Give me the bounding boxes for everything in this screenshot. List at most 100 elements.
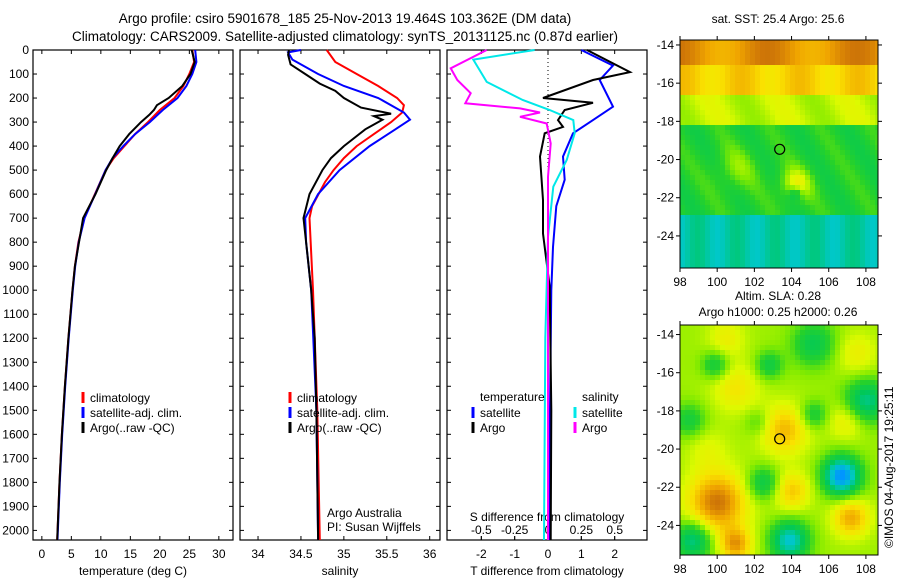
heatmap-cell bbox=[685, 425, 691, 431]
heatmap-cell bbox=[680, 60, 686, 66]
heatmap-cell bbox=[820, 65, 826, 71]
heatmap-cell bbox=[725, 435, 731, 441]
heatmap-cell bbox=[805, 535, 811, 541]
heatmap-cell bbox=[765, 140, 771, 146]
heatmap-cell bbox=[740, 440, 746, 446]
heatmap-cell bbox=[820, 340, 826, 346]
heatmap-cell bbox=[735, 340, 741, 346]
heatmap-cell bbox=[695, 470, 701, 476]
heatmap-cell bbox=[720, 210, 726, 216]
heatmap-cell bbox=[760, 85, 766, 91]
heatmap-cell bbox=[680, 205, 686, 211]
heatmap-cell bbox=[795, 450, 801, 456]
heatmap-cell bbox=[810, 235, 816, 241]
heatmap-cell bbox=[705, 140, 711, 146]
heatmap-cell bbox=[870, 480, 876, 486]
heatmap-cell bbox=[780, 510, 786, 516]
heatmap-cell bbox=[735, 470, 741, 476]
heatmap-cell bbox=[685, 115, 691, 121]
heatmap-cell bbox=[705, 110, 711, 116]
heatmap-cell bbox=[750, 335, 756, 341]
heatmap-cell bbox=[745, 375, 751, 381]
heatmap-cell bbox=[790, 340, 796, 346]
heatmap-cell bbox=[740, 265, 746, 269]
heatmap-cell bbox=[790, 220, 796, 226]
heatmap-cell bbox=[790, 510, 796, 516]
heatmap-cell bbox=[815, 105, 821, 111]
heatmap-cell bbox=[710, 240, 716, 246]
heatmap-cell bbox=[765, 490, 771, 496]
heatmap-cell bbox=[870, 520, 876, 526]
heatmap-cell bbox=[850, 250, 856, 256]
heatmap-cell bbox=[835, 145, 841, 151]
heatmap-cell bbox=[715, 70, 721, 76]
heatmap-cell bbox=[755, 210, 761, 216]
heatmap-cell bbox=[745, 185, 751, 191]
heatmap-cell bbox=[770, 445, 776, 451]
heatmap-cell bbox=[760, 370, 766, 376]
heatmap-cell bbox=[680, 155, 686, 161]
heatmap-cell bbox=[830, 510, 836, 516]
heatmap-cell bbox=[865, 115, 871, 121]
heatmap-cell bbox=[685, 350, 691, 356]
heatmap-cell bbox=[745, 265, 751, 269]
heatmap-cell bbox=[845, 235, 851, 241]
heatmap-cell bbox=[800, 95, 806, 101]
heatmap-cell bbox=[690, 165, 696, 171]
heatmap-cell bbox=[690, 160, 696, 166]
heatmap-cell bbox=[720, 410, 726, 416]
heatmap-cell bbox=[775, 325, 781, 331]
heatmap-cell bbox=[855, 240, 861, 246]
heatmap-cell bbox=[750, 475, 756, 481]
heatmap-cell bbox=[685, 345, 691, 351]
heatmap-cell bbox=[735, 475, 741, 481]
heatmap-cell bbox=[870, 225, 876, 231]
heatmap-cell bbox=[845, 50, 851, 56]
heatmap-cell bbox=[735, 355, 741, 361]
heatmap-cell bbox=[720, 240, 726, 246]
heatmap-cell bbox=[780, 535, 786, 541]
heatmap-cell bbox=[805, 190, 811, 196]
heatmap-cell bbox=[750, 230, 756, 236]
heatmap-cell bbox=[695, 495, 701, 501]
heatmap-cell bbox=[875, 215, 879, 221]
heatmap-cell bbox=[715, 325, 721, 331]
heatmap-cell bbox=[685, 160, 691, 166]
heatmap-cell bbox=[735, 535, 741, 541]
heatmap-cell bbox=[780, 190, 786, 196]
heatmap-cell bbox=[770, 220, 776, 226]
heatmap-cell bbox=[720, 45, 726, 51]
heatmap-cell bbox=[870, 385, 876, 391]
heatmap-cell bbox=[695, 240, 701, 246]
heatmap-cell bbox=[795, 60, 801, 66]
heatmap-cell bbox=[800, 265, 806, 269]
heatmap-cell bbox=[795, 175, 801, 181]
heatmap-cell bbox=[815, 125, 821, 131]
heatmap-cell bbox=[815, 405, 821, 411]
heatmap-cell bbox=[820, 480, 826, 486]
legend-header: salinity bbox=[582, 390, 619, 404]
heatmap-cell bbox=[815, 480, 821, 486]
heatmap-cell bbox=[795, 240, 801, 246]
heatmap-cell bbox=[765, 325, 771, 331]
heatmap-cell bbox=[755, 365, 761, 371]
x-tick-label: 25 bbox=[183, 547, 197, 561]
heatmap-cell bbox=[850, 350, 856, 356]
heatmap-cell bbox=[730, 80, 736, 86]
heatmap-cell bbox=[685, 380, 691, 386]
heatmap-cell bbox=[870, 500, 876, 506]
heatmap-cell bbox=[775, 440, 781, 446]
heatmap-cell bbox=[750, 425, 756, 431]
heatmap-cell bbox=[830, 495, 836, 501]
heatmap-cell bbox=[815, 70, 821, 76]
heatmap-cell bbox=[820, 205, 826, 211]
heatmap-cell bbox=[830, 160, 836, 166]
y-tick-label: 600 bbox=[9, 187, 29, 201]
heatmap-cell bbox=[875, 50, 879, 56]
heatmap-cell bbox=[730, 505, 736, 511]
heatmap-cell bbox=[860, 375, 866, 381]
heatmap-cell bbox=[695, 345, 701, 351]
heatmap-cell bbox=[840, 265, 846, 269]
heatmap-cell bbox=[850, 190, 856, 196]
heatmap-cell bbox=[710, 475, 716, 481]
